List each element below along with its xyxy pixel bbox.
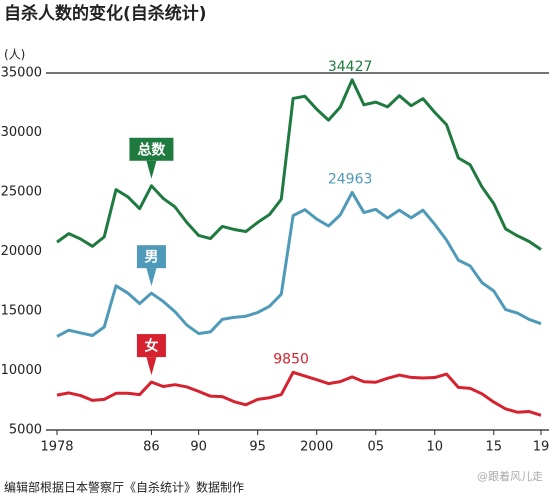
legend-pointer [146,268,157,287]
y-tick-label: 35000 [1,66,42,81]
y-tick-label: 25000 [1,185,42,200]
x-tick-label: 15 [486,440,503,455]
source-note: 编辑部根据日本警察厅《自杀统计》数据制作 [4,480,244,495]
legend-label: 女 [144,338,158,355]
y-tick-label: 10000 [1,363,42,378]
series-line [56,370,542,417]
series-line [56,78,542,251]
x-tick-label: 95 [249,440,266,455]
data-label: 9850 [273,351,309,367]
legend-label: 男 [144,250,158,266]
chart-title: 自杀人数的变化(自杀统计) [4,3,207,24]
x-tick-label: 2000 [300,440,333,455]
x-tick-label: 90 [190,440,207,455]
legend-box [136,334,166,358]
data-label: 34427 [328,59,373,75]
legend-pointer [146,357,157,376]
y-unit: (人) [4,48,25,62]
legend-label: 总数 [137,141,166,158]
x-tick-label: 19 [533,440,549,455]
y-tick-label: 15000 [1,304,42,319]
x-tick-label: 05 [367,440,384,455]
legend-box [129,137,174,161]
x-tick-label: 1978 [40,440,73,455]
legend-box [136,245,166,269]
y-tick-label: 20000 [1,244,42,259]
legend-pointer [146,160,157,179]
x-tick-label: 10 [426,440,443,455]
y-tick-label: 30000 [1,125,42,140]
x-tick-label: 86 [143,440,160,455]
data-label: 24963 [328,171,373,187]
series-line [56,190,542,338]
watermark: @跟着风儿走 [477,469,543,483]
y-tick-label: 5000 [9,423,42,438]
